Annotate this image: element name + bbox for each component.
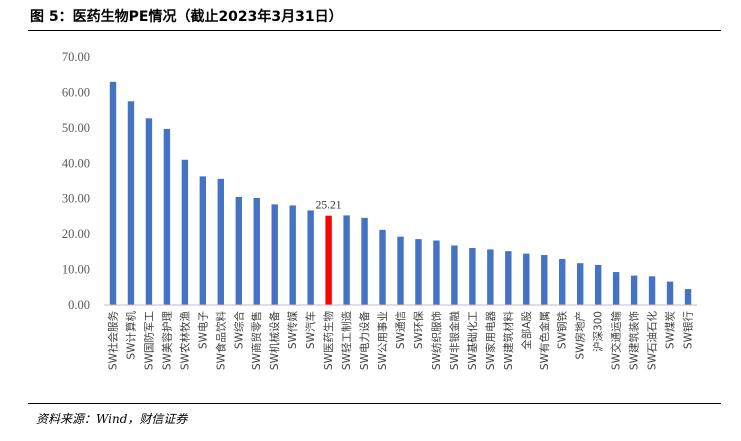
bar	[289, 205, 296, 305]
y-tick-label: 40.00	[62, 156, 90, 170]
bars	[109, 81, 692, 306]
bar	[199, 176, 207, 305]
x-tick-label: SW食品饮料	[214, 311, 227, 371]
data-labels: 25.21	[316, 200, 342, 212]
bar	[271, 204, 278, 305]
x-tick-label: 全部A股	[520, 311, 533, 350]
bar	[361, 217, 368, 305]
bar	[612, 272, 620, 305]
bar	[127, 101, 135, 306]
bar	[109, 81, 117, 305]
bar	[217, 178, 225, 305]
x-tick-label: SW机械设备	[268, 311, 281, 371]
x-tick-label: SW综合	[232, 311, 245, 350]
x-tick-label: SW社会服务	[106, 311, 119, 371]
x-tick-label: SW公用事业	[376, 311, 389, 370]
bar	[307, 210, 314, 305]
bar	[253, 198, 260, 305]
bar	[415, 239, 422, 305]
bar	[397, 236, 404, 305]
y-tick-label: 10.00	[62, 263, 90, 277]
y-axis: 0.00 10.00 20.00 30.00 40.00 50.00 60.00 70.00	[62, 50, 90, 312]
y-tick-label: 20.00	[62, 227, 90, 241]
x-tick-label: SW银行	[682, 311, 695, 350]
source-note: 资料来源：Wind，财信证券	[36, 412, 188, 426]
x-tick-label: SW建筑材料	[502, 311, 515, 371]
bar-chart: 0.0010.0020.0030.0040.0050.0060.0070.00 …	[62, 50, 697, 371]
x-tick-label: SW国防军工	[142, 311, 155, 370]
x-tick-label: SW电子	[196, 311, 209, 349]
bar	[379, 229, 386, 305]
x-tick-label: SW家用电器	[484, 311, 497, 371]
bar	[235, 196, 242, 305]
bar	[559, 258, 566, 305]
bar	[343, 215, 350, 305]
bar	[523, 253, 530, 305]
x-tick-label: SW电力设备	[358, 311, 371, 371]
x-tick-label: SW环保	[412, 311, 425, 350]
bar	[648, 276, 656, 305]
x-tick-label: SW建筑装饰	[628, 311, 641, 370]
bar	[684, 289, 692, 305]
x-tick-label: SW钢铁	[556, 311, 569, 350]
title-divider	[28, 30, 721, 31]
y-tick-label: 60.00	[62, 85, 90, 99]
bar	[469, 247, 476, 305]
bar	[630, 275, 638, 305]
bar	[163, 128, 171, 305]
source-divider	[28, 403, 721, 404]
bar	[433, 240, 440, 305]
bar	[594, 264, 602, 305]
x-tick-label: SW基础化工	[466, 311, 479, 370]
y-tick-label: 30.00	[62, 192, 90, 206]
y-tick-label: 70.00	[62, 50, 90, 64]
x-tick-label: SW计算机	[124, 311, 137, 360]
bar	[487, 249, 494, 305]
x-tick-label: SW传媒	[286, 311, 299, 350]
x-tick-label: SW有色金属	[538, 311, 551, 370]
bar	[145, 118, 153, 305]
bar	[181, 159, 189, 305]
bar	[666, 281, 674, 305]
x-tick-label: SW农林牧渔	[178, 311, 191, 370]
x-tick-label: SW交通运输	[610, 311, 623, 371]
x-tick-label: SW通信	[395, 311, 407, 349]
x-tick-label: SW美容护理	[160, 311, 173, 371]
x-tick-label: SW石油石化	[646, 311, 659, 371]
figure-title: 图 5：医药生物PE情况（截止2023年3月31日）	[30, 9, 343, 25]
x-tick-label: SW轻工制造	[340, 311, 353, 371]
bar	[505, 251, 512, 305]
x-tick-label: SW房地产	[574, 311, 587, 360]
x-tick-label: 沪深300	[592, 311, 605, 352]
x-tick-label: SW煤炭	[664, 311, 677, 350]
bar	[451, 245, 458, 305]
bar	[541, 255, 548, 305]
x-axis-labels: SW社会服务 SW计算机 SW国防军工 SW美容护理 SW农林牧渔 SW电子 SW食品饮料 S…	[106, 311, 694, 371]
bar	[325, 215, 332, 305]
x-tick-label: SW汽车	[304, 311, 317, 349]
bar	[576, 263, 584, 305]
data-label: 25.21	[316, 200, 342, 212]
y-tick-label: 0.00	[68, 298, 90, 312]
x-tick-label: SW医药生物	[322, 311, 335, 370]
x-tick-label: SW纺织服饰	[430, 311, 443, 370]
x-tick-label: SW商贸零售	[250, 311, 263, 370]
x-tick-label: SW非银金融	[448, 311, 461, 371]
y-tick-label: 50.00	[62, 121, 90, 135]
